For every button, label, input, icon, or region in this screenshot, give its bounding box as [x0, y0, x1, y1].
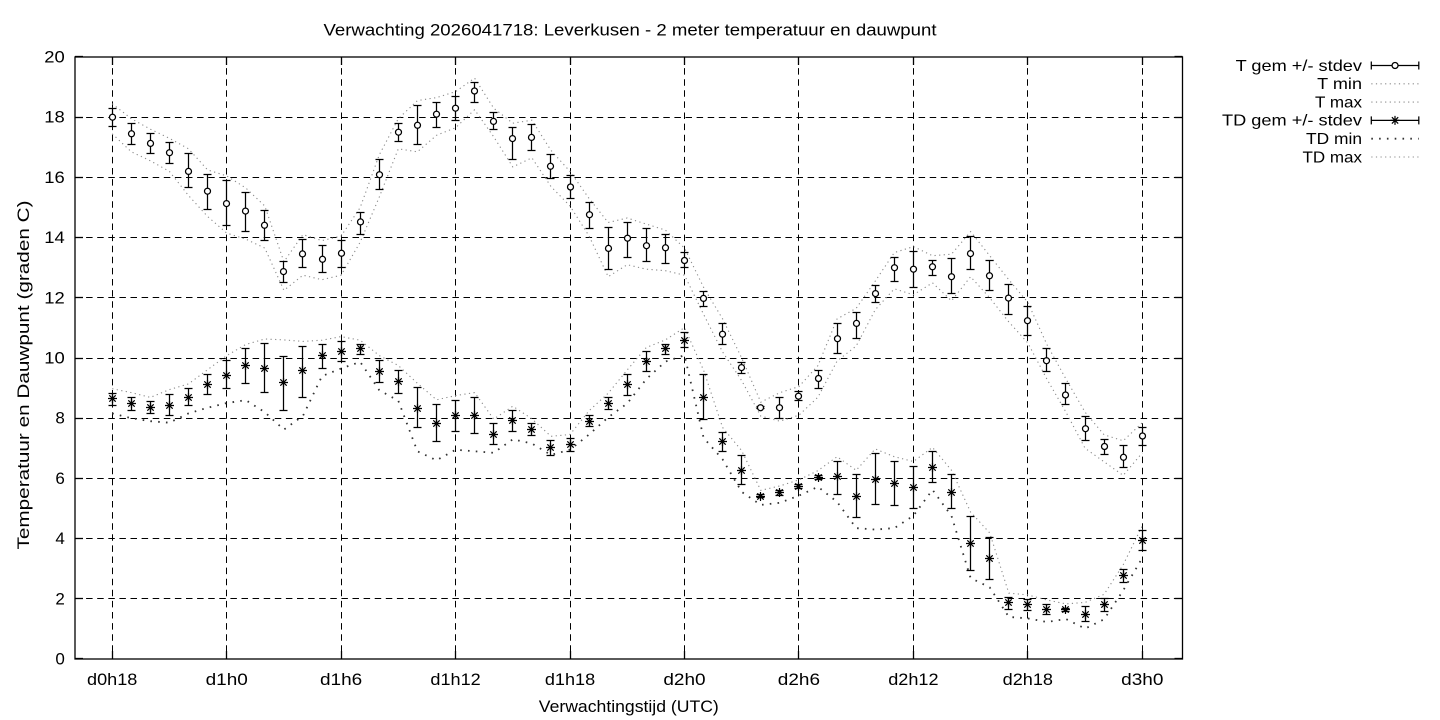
svg-text:d2h12: d2h12 [888, 670, 938, 689]
svg-text:d2h6: d2h6 [778, 670, 820, 689]
svg-text:d1h0: d1h0 [206, 670, 248, 689]
svg-text:d1h12: d1h12 [430, 670, 480, 689]
svg-text:TD gem +/- stdev: TD gem +/- stdev [1222, 113, 1362, 130]
svg-text:10: 10 [44, 349, 65, 368]
svg-text:Verwachting 2026041718: Leverk: Verwachting 2026041718: Leverkusen - 2 m… [324, 21, 937, 40]
svg-text:T gem +/- stdev: T gem +/- stdev [1236, 58, 1362, 75]
svg-text:d1h18: d1h18 [545, 670, 595, 689]
svg-text:16: 16 [44, 168, 65, 187]
svg-text:d3h0: d3h0 [1121, 670, 1163, 689]
svg-text:TD min: TD min [1306, 131, 1362, 148]
svg-text:d2h0: d2h0 [663, 670, 705, 689]
svg-text:8: 8 [55, 409, 64, 428]
svg-text:6: 6 [55, 469, 64, 488]
svg-text:20: 20 [44, 48, 65, 67]
svg-text:0: 0 [55, 650, 64, 669]
svg-text:T max: T max [1315, 94, 1362, 111]
svg-text:12: 12 [44, 288, 65, 307]
svg-text:d0h18: d0h18 [87, 670, 137, 689]
svg-text:T min: T min [1317, 76, 1362, 93]
svg-text:d1h6: d1h6 [320, 670, 362, 689]
svg-text:Temperatuur en Dauwpunt (grade: Temperatuur en Dauwpunt (graden C) [14, 200, 33, 549]
svg-text:18: 18 [44, 108, 65, 127]
svg-text:2: 2 [55, 589, 64, 608]
svg-text:d2h18: d2h18 [1003, 670, 1053, 689]
svg-text:14: 14 [44, 228, 65, 247]
svg-text:4: 4 [55, 529, 64, 548]
svg-text:Verwachtingstijd (UTC): Verwachtingstijd (UTC) [539, 697, 719, 716]
svg-text:TD max: TD max [1303, 149, 1363, 166]
